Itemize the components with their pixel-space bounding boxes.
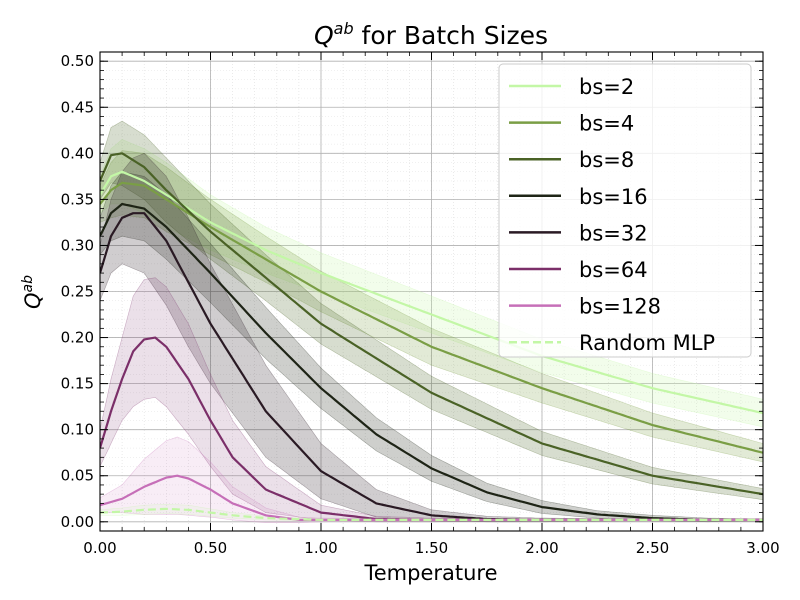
y-tick-label: 0.50: [61, 52, 94, 70]
y-tick-label: 0.05: [61, 467, 94, 485]
band-bs-128: [100, 436, 763, 523]
y-tick-label: 0.40: [61, 144, 94, 162]
legend-label-bs-2: bs=2: [579, 75, 634, 99]
line-bs-16: [100, 202, 763, 521]
x-tick-label: 1.00: [304, 539, 337, 557]
y-axis-title: Qab: [20, 275, 45, 309]
band-bs-32: [100, 152, 763, 523]
legend-label-bs-64: bs=64: [579, 258, 648, 282]
legend-label-bs-32: bs=32: [579, 221, 648, 245]
legend-box: [498, 63, 752, 358]
legend-label-bs-128: bs=128: [579, 295, 661, 319]
x-tick-label: 3.00: [746, 539, 779, 557]
y-tick-label: 0.00: [61, 513, 94, 531]
x-tick-labels: 0.00 0.50 1.00 1.50 2.00 2.50 3.00: [83, 539, 779, 557]
line-bs-2: [100, 170, 763, 415]
y-tick-label: 0.15: [61, 375, 94, 393]
band-bs-8: [100, 120, 763, 501]
line-bs-4: [100, 181, 763, 454]
x-tick-label: 0.00: [83, 539, 116, 557]
legend-label-bs-16: bs=16: [579, 185, 648, 209]
y-tick-label: 0.30: [61, 236, 94, 254]
legend: bs=2 bs=4 bs=8 bs=16 bs=32 bs=64 bs=128 Random …: [498, 63, 752, 358]
line-random-mlp: [100, 507, 763, 521]
line-bs-8: [100, 152, 763, 496]
band-bs-16: [100, 171, 763, 523]
legend-label-random-mlp: Random MLP: [579, 331, 715, 355]
y-tick-label: 0.25: [61, 283, 94, 301]
series-lines: [100, 152, 763, 521]
chart-title: Qab for Batch Sizes: [314, 19, 548, 50]
x-axis-title: Temperature: [363, 561, 497, 585]
y-tick-label: 0.20: [61, 329, 94, 347]
band-bs-4: [100, 150, 763, 463]
x-tick-label: 2.00: [525, 539, 558, 557]
y-tick-label: 0.35: [61, 190, 94, 208]
x-tick-label: 0.50: [194, 539, 227, 557]
x-tick-label: 2.50: [636, 539, 669, 557]
legend-label-bs-8: bs=8: [579, 148, 634, 172]
y-tick-labels: 0.00 0.05 0.10 0.15 0.20 0.25 0.30 0.35 0.40 0.45…: [61, 52, 94, 531]
x-tick-label: 1.50: [415, 539, 448, 557]
y-tick-label: 0.45: [61, 98, 94, 116]
legend-label-bs-4: bs=4: [579, 112, 634, 136]
y-tick-label: 0.10: [61, 421, 94, 439]
axis-ticks: [99, 52, 764, 531]
